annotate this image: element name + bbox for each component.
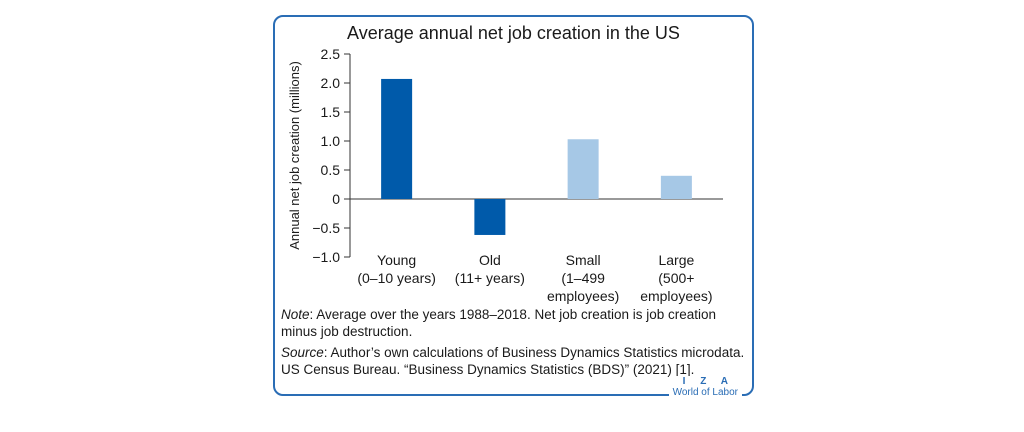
x-category-label: employees) (547, 288, 619, 304)
y-tick-label: 1.0 (321, 133, 341, 149)
iza-logo: I Z A World of Labor (668, 376, 742, 398)
x-category-label: Large (658, 252, 694, 268)
bar (660, 175, 692, 199)
x-category-label: (0–10 years) (357, 270, 436, 286)
y-tick-label: 1.5 (321, 104, 341, 120)
source-paragraph: Source: Author’s own calculations of Bus… (281, 344, 751, 378)
y-tick-label: 0 (332, 191, 340, 207)
iza-logo-subtitle: World of Labor (672, 387, 738, 398)
y-tick-label: 2.5 (321, 46, 341, 62)
note-label: Note (281, 307, 310, 322)
x-category-label: (1–499 (561, 270, 605, 286)
source-text: : Author’s own calculations of Business … (281, 345, 745, 377)
y-tick-label: 0.5 (321, 162, 341, 178)
note-paragraph: Note: Average over the years 1988–2018. … (281, 306, 751, 340)
bar (474, 199, 506, 235)
x-category-label: employees) (640, 288, 712, 304)
y-tick-label: −0.5 (312, 220, 340, 236)
note-text: : Average over the years 1988–2018. Net … (281, 307, 717, 339)
bar (567, 139, 599, 199)
x-category-label: Old (479, 252, 501, 268)
iza-logo-mark: I Z A (682, 376, 734, 387)
source-label: Source (281, 345, 324, 360)
x-category-label: Young (377, 252, 416, 268)
x-category-label: (11+ years) (455, 270, 525, 286)
y-axis-title: Annual net job creation (millions) (287, 61, 302, 250)
figure-frame: Average annual net job creation in the U… (273, 15, 754, 398)
bar (381, 78, 413, 199)
bar-chart: 2.5 2.0 1.5 1.0 0.5 0 −0.5 −1.0 Annual net job c… (287, 46, 723, 304)
y-tick-label: −1.0 (312, 249, 340, 265)
chart-title: Average annual net job creation in the U… (347, 23, 680, 43)
x-category-label: Small (566, 252, 601, 268)
y-tick-label: 2.0 (321, 75, 341, 91)
x-category-label: (500+ (658, 270, 694, 286)
